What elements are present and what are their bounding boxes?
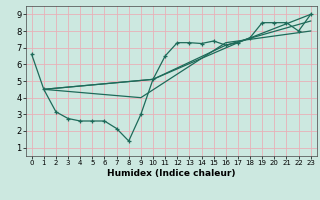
X-axis label: Humidex (Indice chaleur): Humidex (Indice chaleur) xyxy=(107,169,236,178)
